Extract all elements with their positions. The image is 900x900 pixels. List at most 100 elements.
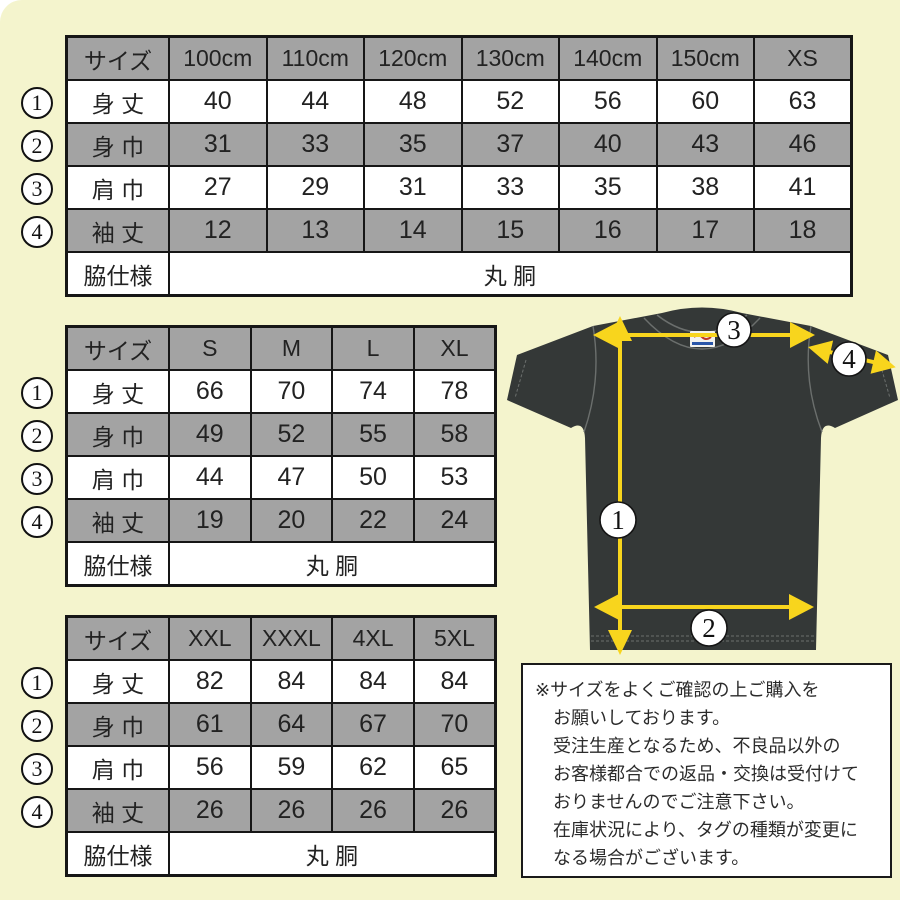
- badge-shoulder-width: 3: [716, 312, 752, 348]
- badge-sleeve-length: 4: [831, 341, 867, 377]
- size-column-header: 140cm: [558, 35, 658, 81]
- badge-digit-2: 2: [702, 613, 716, 643]
- left-sleeve-seam: [583, 325, 597, 433]
- measurement-cell: 19: [168, 498, 252, 543]
- measurement-cell: 17: [655, 208, 755, 253]
- row-number-badge: 1: [21, 667, 53, 699]
- badge-digit-3: 3: [727, 315, 741, 345]
- measurement-cell: 48: [363, 79, 463, 124]
- side-spec-label: 脇仕様: [65, 251, 170, 297]
- measurement-cell: 24: [412, 498, 497, 543]
- note-line: ※サイズをよくご確認の上ご購入を: [535, 680, 820, 700]
- measurement-cell: 29: [265, 165, 365, 210]
- measure-row-label: 袖 丈: [65, 498, 170, 543]
- measurement-cell: 15: [460, 208, 560, 253]
- badge-body-length: 1: [599, 501, 637, 539]
- measurement-cell: 84: [249, 659, 334, 704]
- measurement-cell: 37: [460, 122, 560, 167]
- measurement-cell: 22: [331, 498, 415, 543]
- measurement-cell: 35: [558, 165, 658, 210]
- measurement-cell: 52: [249, 412, 334, 457]
- row-number-badge: 4: [21, 506, 53, 538]
- row-number-badge: 2: [21, 420, 53, 452]
- measurement-cell: 33: [265, 122, 365, 167]
- measurement-cell: 66: [168, 369, 252, 414]
- measurement-cell: 46: [753, 122, 853, 167]
- size-column-header: L: [331, 325, 415, 371]
- measurement-cell: 26: [331, 788, 415, 833]
- size-table-adult: サイズ S M L XL 身 丈 66 70 74 78 身 巾 49 52 55 58 肩 巾 44 47 50 5…: [21, 325, 497, 587]
- measurement-cell: 27: [168, 165, 268, 210]
- measure-row-label: 肩 巾: [65, 165, 170, 210]
- row-number-badge: 1: [21, 377, 53, 409]
- measurement-cell: 33: [460, 165, 560, 210]
- measurement-cell: 43: [655, 122, 755, 167]
- note-line: 在庫状況により、タグの種類が変更に: [553, 820, 858, 840]
- measurement-cell: 12: [168, 208, 268, 253]
- size-column-header: 100cm: [168, 35, 268, 81]
- measurement-cell: 70: [412, 702, 497, 747]
- note-line: お願いしております。: [553, 708, 731, 728]
- measure-row-label: 肩 巾: [65, 455, 170, 500]
- size-header-label: サイズ: [65, 35, 170, 81]
- measurement-cell: 40: [558, 122, 658, 167]
- measure-row-label: 肩 巾: [65, 745, 170, 790]
- measure-row-label: 身 丈: [65, 79, 170, 124]
- side-spec-label: 脇仕様: [65, 831, 170, 877]
- size-column-header: 110cm: [265, 35, 365, 81]
- measurement-cell: 18: [753, 208, 853, 253]
- arrow-body-length: [608, 316, 632, 655]
- size-table-big: サイズ XXL XXXL 4XL 5XL 身 丈 82 84 84 84 身 巾 61 64 67 70 肩 …: [21, 615, 497, 877]
- measurement-cell: 49: [168, 412, 252, 457]
- measurement-cell: 40: [168, 79, 268, 124]
- row-number-badge: 2: [21, 130, 53, 162]
- measurement-cell: 52: [460, 79, 560, 124]
- size-column-header: 150cm: [655, 35, 755, 81]
- measurement-cell: 55: [331, 412, 415, 457]
- measurement-cell: 47: [249, 455, 334, 500]
- size-column-header: S: [168, 325, 252, 371]
- size-table-kids: サイズ 100cm 110cm 120cm 130cm 140cm 150cm XS 身 丈 40…: [21, 35, 853, 297]
- measurement-cell: 84: [412, 659, 497, 704]
- size-header-label: サイズ: [65, 325, 170, 371]
- row-number-badge: 4: [21, 796, 53, 828]
- measurement-cell: 44: [265, 79, 365, 124]
- measurement-cell: 13: [265, 208, 365, 253]
- measurement-cell: 53: [412, 455, 497, 500]
- measurement-cell: 61: [168, 702, 252, 747]
- measure-row-label: 袖 丈: [65, 788, 170, 833]
- side-spec-label: 脇仕様: [65, 541, 170, 587]
- row-number-badge: 3: [21, 753, 53, 785]
- row-number-badge: 3: [21, 463, 53, 495]
- side-spec-value: 丸 胴: [168, 541, 497, 587]
- tshirt-body: [507, 307, 898, 650]
- arrow-shoulder-width: [593, 322, 815, 348]
- measurement-cell: 64: [249, 702, 334, 747]
- measurement-cell: 59: [249, 745, 334, 790]
- size-column-header: 130cm: [460, 35, 560, 81]
- measurement-cell: 56: [168, 745, 252, 790]
- measurement-cell: 58: [412, 412, 497, 457]
- measurement-cell: 14: [363, 208, 463, 253]
- badge-digit-4: 4: [842, 344, 856, 374]
- measurement-cell: 41: [753, 165, 853, 210]
- size-table-big-grid: サイズ XXL XXXL 4XL 5XL 身 丈 82 84 84 84 身 巾 61 64 67 70 肩 …: [65, 615, 497, 877]
- measurement-cell: 78: [412, 369, 497, 414]
- size-column-header: XXXL: [249, 615, 334, 661]
- size-column-header: 5XL: [412, 615, 497, 661]
- measurement-cell: 31: [363, 165, 463, 210]
- measurement-cell: 20: [249, 498, 334, 543]
- measurement-cell: 38: [655, 165, 755, 210]
- measurement-cell: 26: [249, 788, 334, 833]
- size-header-label: サイズ: [65, 615, 170, 661]
- row-number-badge: 2: [21, 710, 53, 742]
- measurement-cell: 84: [331, 659, 415, 704]
- size-column-header: M: [249, 325, 334, 371]
- measurement-cell: 44: [168, 455, 252, 500]
- measurement-cell: 35: [363, 122, 463, 167]
- measure-row-label: 身 巾: [65, 412, 170, 457]
- measure-row-label: 身 丈: [65, 659, 170, 704]
- note-line: なる場合がございます。: [553, 848, 750, 868]
- side-spec-value: 丸 胴: [168, 251, 853, 297]
- measurement-cell: 67: [331, 702, 415, 747]
